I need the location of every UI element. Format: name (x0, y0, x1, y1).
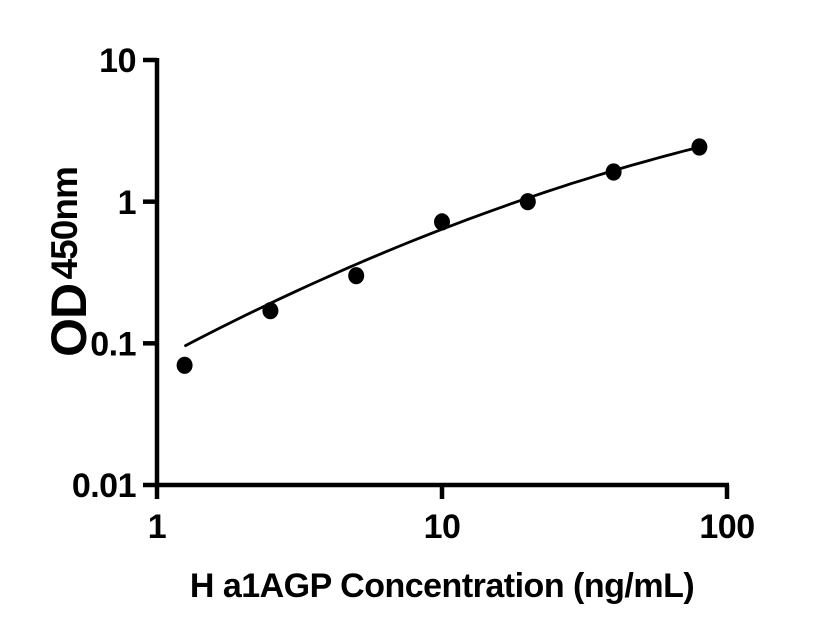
data-point (348, 267, 365, 285)
data-point (434, 213, 450, 231)
x-tick-label: 100 (699, 508, 754, 546)
x-tick-label: 1 (148, 508, 166, 546)
x-axis-title: H a1AGP Concentration (ng/mL) (190, 567, 694, 605)
data-points (176, 138, 708, 374)
x-axis: 1 10 100 (148, 482, 755, 546)
x-axis-ticks: 1 10 100 (148, 485, 755, 546)
y-tick-label: 0.1 (90, 326, 136, 364)
fit-curve-group (184, 145, 702, 347)
data-point (519, 193, 536, 211)
y-axis-ticks: 10 1 0.1 0.01 (72, 42, 157, 505)
y-axis: 10 1 0.1 0.01 (72, 42, 160, 505)
y-axis-title-main: OD (41, 284, 97, 357)
y-axis-title-sub: 450nm (44, 167, 85, 279)
data-point (176, 356, 193, 374)
data-point (605, 163, 622, 181)
data-point (691, 138, 708, 156)
data-point (262, 302, 279, 320)
y-tick-label: 10 (99, 42, 136, 80)
x-tick-label: 10 (424, 508, 461, 546)
fit-curve-line (184, 145, 702, 347)
y-tick-label: 0.01 (72, 467, 136, 505)
y-tick-label: 1 (118, 184, 136, 222)
y-axis-title: OD 450nm (41, 167, 97, 357)
